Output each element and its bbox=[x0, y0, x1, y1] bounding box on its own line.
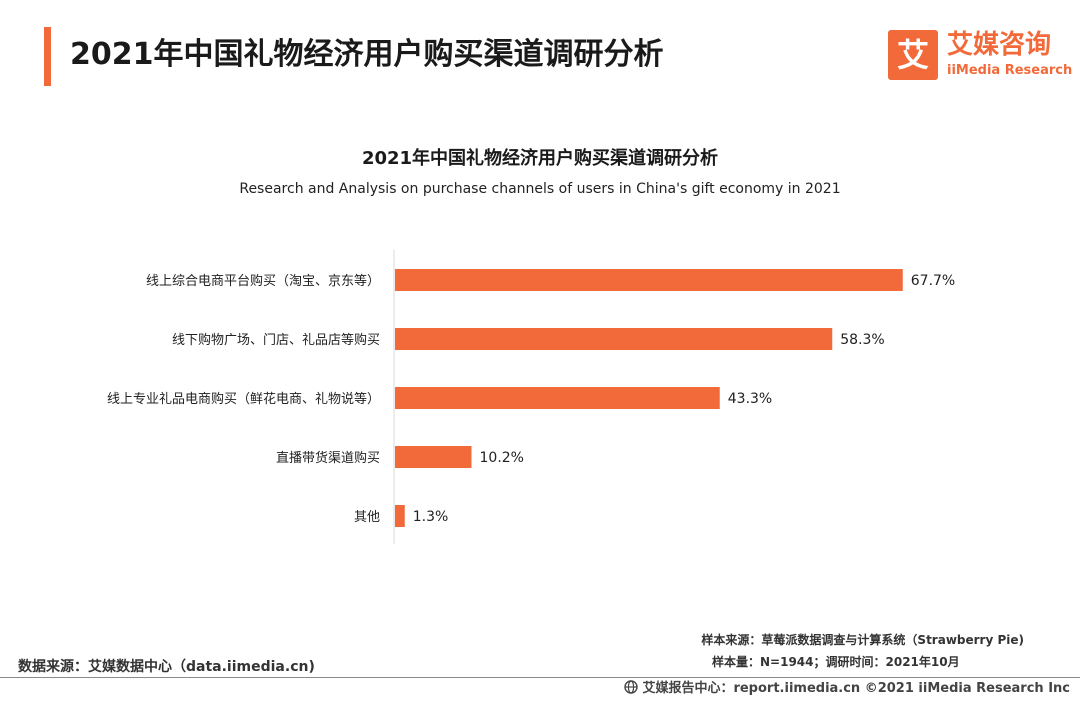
category-label: 直播带货渠道购买 bbox=[276, 450, 380, 466]
value-label: 1.3% bbox=[413, 509, 449, 525]
header-accent-bar bbox=[44, 27, 51, 86]
value-label: 10.2% bbox=[480, 450, 524, 466]
value-label: 58.3% bbox=[840, 332, 884, 348]
globe-icon bbox=[624, 680, 639, 694]
logo-mark: 艾 bbox=[888, 30, 938, 80]
category-label: 线上综合电商平台购买（淘宝、京东等） bbox=[146, 273, 380, 289]
sample-source-note: 样本来源：草莓派数据调查与计算系统（Strawberry Pie) bbox=[701, 633, 1024, 647]
bar bbox=[395, 269, 903, 291]
sample-size-note: 样本量：N=1944；调研时间：2021年10月 bbox=[712, 655, 960, 669]
bar bbox=[395, 387, 720, 409]
report-center-text: 艾媒报告中心：report.iimedia.cn ©2021 iiMedia R… bbox=[642, 681, 1070, 696]
category-label: 线下购物广场、门店、礼品店等购买 bbox=[172, 332, 380, 348]
data-source-note: 数据来源：艾媒数据中心（data.iimedia.cn) bbox=[18, 659, 315, 675]
chart-subtitle: Research and Analysis on purchase channe… bbox=[239, 181, 841, 197]
bar bbox=[395, 328, 833, 350]
category-label: 线上专业礼品电商购买（鲜花电商、礼物说等） bbox=[107, 391, 380, 407]
value-label: 67.7% bbox=[911, 273, 955, 289]
category-label: 其他 bbox=[354, 510, 380, 525]
footer-divider bbox=[0, 677, 1080, 678]
value-label: 43.3% bbox=[728, 391, 772, 407]
iimedia-logo: 艾 艾媒咨询 iiMedia Research bbox=[888, 30, 1078, 82]
chart-title: 2021年中国礼物经济用户购买渠道调研分析 bbox=[361, 148, 719, 169]
logo-cn-name: 艾媒咨询 bbox=[947, 30, 1052, 60]
bar bbox=[395, 446, 472, 468]
bar bbox=[395, 505, 405, 527]
logo-en-name: iiMedia Research bbox=[947, 63, 1073, 78]
report-center-note: 艾媒报告中心：report.iimedia.cn ©2021 iiMedia R… bbox=[624, 679, 1070, 699]
page-title: 2021年中国礼物经济用户购买渠道调研分析 bbox=[70, 37, 664, 72]
